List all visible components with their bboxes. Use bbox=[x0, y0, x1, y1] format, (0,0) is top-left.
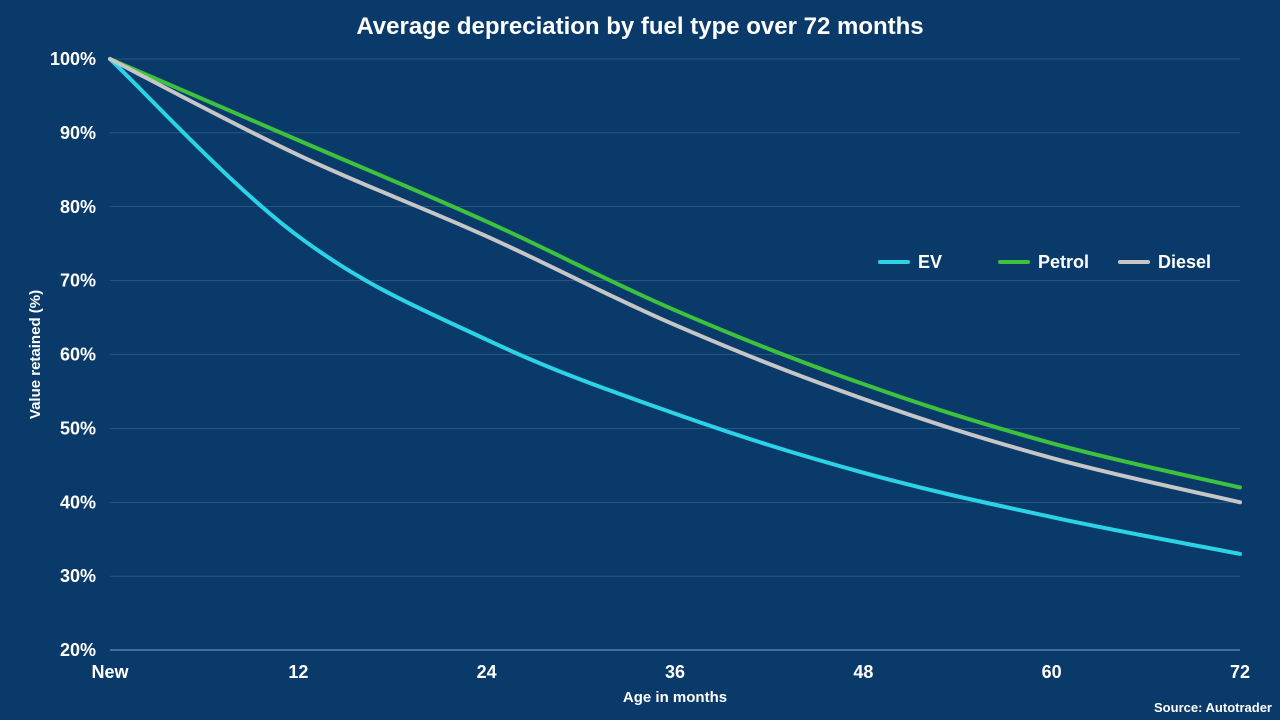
x-tick-label: 12 bbox=[288, 662, 308, 682]
x-tick-label: 60 bbox=[1042, 662, 1062, 682]
x-tick-label: 72 bbox=[1230, 662, 1250, 682]
y-tick-label: 60% bbox=[60, 345, 96, 365]
x-tick-label: New bbox=[91, 662, 129, 682]
x-tick-label: 24 bbox=[477, 662, 497, 682]
y-tick-label: 20% bbox=[60, 640, 96, 660]
chart-background bbox=[0, 0, 1280, 720]
x-axis-label: Age in months bbox=[623, 689, 727, 706]
depreciation-chart: Average depreciation by fuel type over 7… bbox=[0, 0, 1280, 720]
source-attribution: Source: Autotrader bbox=[1154, 700, 1272, 715]
y-axis-label: Value retained (%) bbox=[27, 290, 44, 419]
y-tick-label: 90% bbox=[60, 123, 96, 143]
x-tick-label: 48 bbox=[853, 662, 873, 682]
legend-label-petrol: Petrol bbox=[1038, 252, 1089, 272]
x-tick-label: 36 bbox=[665, 662, 685, 682]
legend-label-diesel: Diesel bbox=[1158, 252, 1211, 272]
y-tick-label: 100% bbox=[50, 49, 96, 69]
y-tick-label: 30% bbox=[60, 566, 96, 586]
y-tick-label: 80% bbox=[60, 197, 96, 217]
legend-label-ev: EV bbox=[918, 252, 942, 272]
y-tick-label: 50% bbox=[60, 418, 96, 438]
y-tick-label: 70% bbox=[60, 271, 96, 291]
chart-title: Average depreciation by fuel type over 7… bbox=[356, 13, 923, 40]
chart-svg: Average depreciation by fuel type over 7… bbox=[0, 0, 1280, 720]
y-tick-label: 40% bbox=[60, 492, 96, 512]
